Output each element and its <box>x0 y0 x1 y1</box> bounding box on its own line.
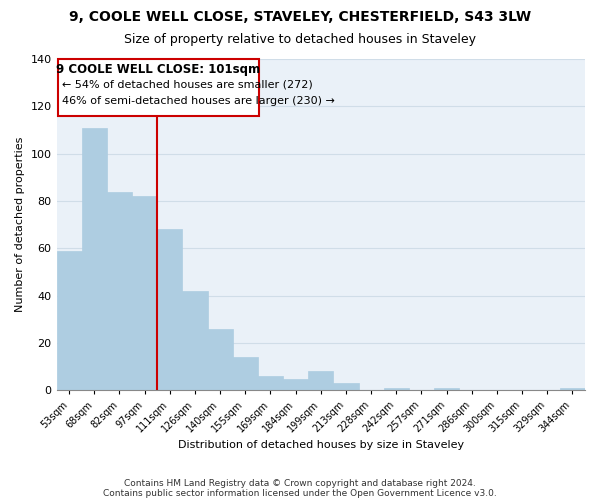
Bar <box>132 196 157 390</box>
Bar <box>82 128 107 390</box>
X-axis label: Distribution of detached houses by size in Staveley: Distribution of detached houses by size … <box>178 440 464 450</box>
Text: 46% of semi-detached houses are larger (230) →: 46% of semi-detached houses are larger (… <box>62 96 334 106</box>
Bar <box>56 250 82 390</box>
Text: Contains HM Land Registry data © Crown copyright and database right 2024.: Contains HM Land Registry data © Crown c… <box>124 478 476 488</box>
FancyBboxPatch shape <box>58 59 259 116</box>
Text: ← 54% of detached houses are smaller (272): ← 54% of detached houses are smaller (27… <box>62 79 313 89</box>
Bar <box>560 388 585 390</box>
Bar <box>308 372 334 390</box>
Bar <box>157 230 182 390</box>
Bar <box>258 376 283 390</box>
Text: Size of property relative to detached houses in Staveley: Size of property relative to detached ho… <box>124 32 476 46</box>
Bar <box>434 388 459 390</box>
Text: 9, COOLE WELL CLOSE, STAVELEY, CHESTERFIELD, S43 3LW: 9, COOLE WELL CLOSE, STAVELEY, CHESTERFI… <box>69 10 531 24</box>
Bar <box>107 192 132 390</box>
Bar <box>334 384 359 390</box>
Text: 9 COOLE WELL CLOSE: 101sqm: 9 COOLE WELL CLOSE: 101sqm <box>56 62 260 76</box>
Bar <box>208 329 233 390</box>
Y-axis label: Number of detached properties: Number of detached properties <box>15 137 25 312</box>
Bar <box>283 378 308 390</box>
Bar <box>383 388 409 390</box>
Bar <box>182 291 208 390</box>
Text: Contains public sector information licensed under the Open Government Licence v3: Contains public sector information licen… <box>103 488 497 498</box>
Bar <box>233 358 258 390</box>
